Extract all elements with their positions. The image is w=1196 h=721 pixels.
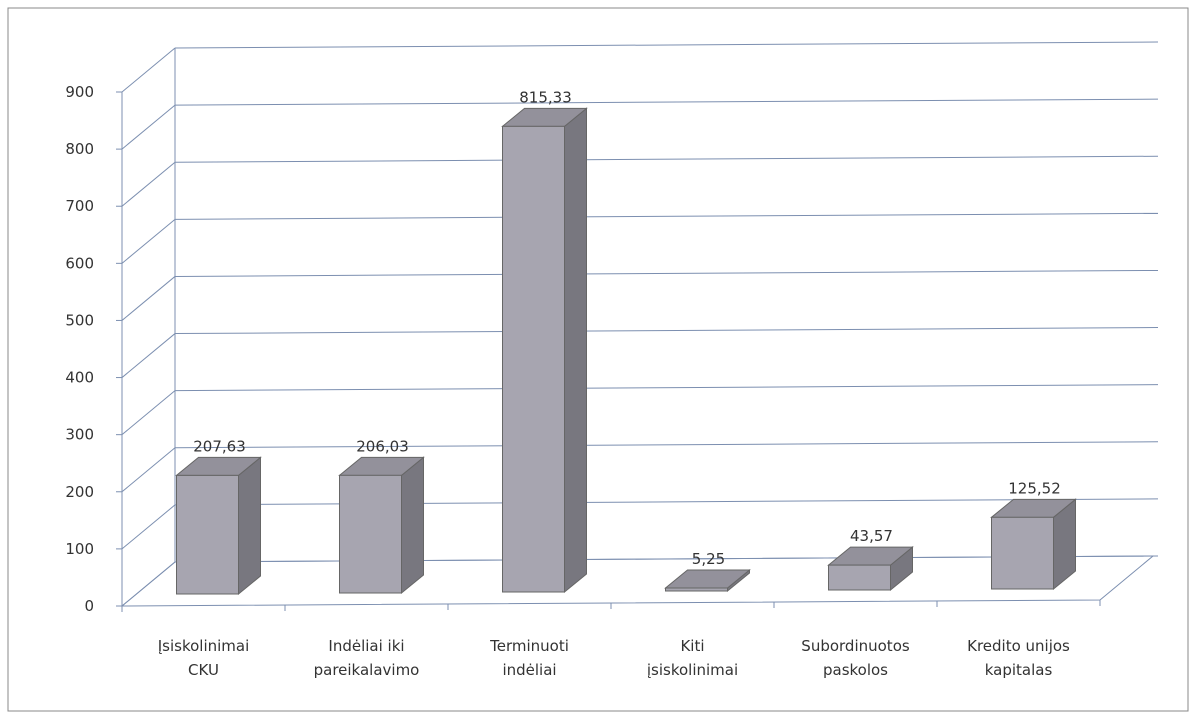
y-tick-label: 200 [65,483,94,501]
x-tick-label: Terminuoti indėliai [489,637,569,679]
y-tick-label: 0 [84,597,94,615]
x-tick-label-line: įsiskolinimai [647,661,738,679]
grid-line [174,441,1159,449]
bar [338,456,425,595]
x-tick-label-line: Įsiskolinimai [158,637,250,655]
data-label: 43,57 [850,527,893,545]
y-tick-label: 800 [65,140,94,158]
y-tick-label: 100 [65,540,94,558]
grid-line [121,276,176,321]
x-tick-label-line: Subordinuotos [801,637,910,655]
bar-front [991,516,1054,590]
x-tick-label: Subordinuotos paskolos [801,637,910,679]
grid-line [121,504,176,550]
bar-front [828,564,891,591]
bar-front [339,474,402,594]
bar-front [665,587,728,592]
bar [501,107,588,594]
grid-line [174,327,1159,335]
bar [827,546,914,592]
x-tick-label-line: Kiti [680,637,704,655]
grid-line [174,384,1159,392]
bar-side [564,107,587,594]
x-tick-label: Įsiskolinimai CKU [158,637,250,679]
grid-line [121,333,176,378]
grid-line [174,498,1159,506]
x-tick-label-line: pareikalavimo [314,661,420,679]
x-tick-label: Kiti įsiskolinimai [647,637,738,679]
data-label: 207,63 [193,437,246,455]
y-tick-label: 300 [65,426,94,444]
x-tick-label: Indėliai iki pareikalavimo [314,637,420,679]
data-label: 5,25 [692,550,725,568]
grid-line [121,218,176,264]
x-tick-label: Kredito unijos kapitalas [967,637,1070,679]
grid-line [174,155,1159,163]
bar [664,568,751,593]
x-tick-label-line: Terminuoti [489,637,569,655]
x-tick-label-line: Indėliai iki [328,637,404,655]
bar [990,498,1077,591]
grid-line [174,269,1159,277]
grid-line [121,104,176,150]
bar-front [502,125,565,593]
data-label: 125,52 [1008,479,1061,497]
y-tick-label: 700 [65,197,94,215]
x-tick-label-line: indėliai [502,661,556,679]
y-tick-label: 600 [65,254,94,272]
grid-line [121,47,176,93]
bar-side [238,456,261,596]
grid-line [121,561,176,607]
grid-line [121,447,176,493]
grid-line [174,41,1159,49]
grid-line [174,212,1159,220]
grid-line [121,161,176,207]
y-tick-label: 500 [65,311,94,329]
y-tick-label: 400 [65,369,94,387]
y-tick-label: 900 [65,83,94,101]
bar-front [176,474,239,595]
x-tick-label-line: kapitalas [985,661,1053,679]
x-tick-label-line: paskolos [823,661,888,679]
grid-line [174,98,1159,106]
x-tick-label-line: Kredito unijos [967,637,1070,655]
data-label: 206,03 [356,437,409,455]
x-tick-label-line: CKU [188,661,219,679]
bar-side [401,456,424,595]
bar [175,456,262,596]
data-label: 815,33 [519,88,572,106]
grid-line [121,390,176,436]
